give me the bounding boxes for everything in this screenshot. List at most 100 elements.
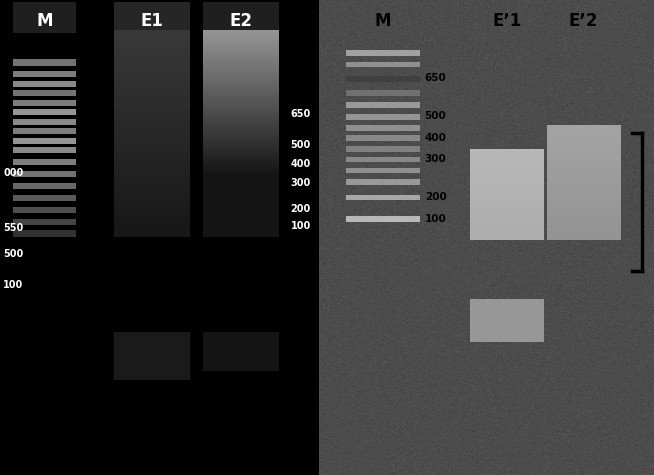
Bar [12, 207, 76, 213]
Bar [114, 193, 190, 198]
Bar [547, 129, 621, 134]
Bar [12, 195, 76, 201]
Bar [547, 175, 621, 180]
Text: M: M [36, 12, 53, 30]
Bar [203, 107, 279, 112]
Bar [203, 185, 279, 190]
Bar [114, 82, 190, 87]
Bar [203, 191, 279, 196]
Bar [470, 215, 543, 221]
Bar [547, 227, 621, 232]
Bar [203, 90, 279, 95]
Bar [547, 216, 621, 221]
Bar [203, 37, 279, 41]
Bar [346, 157, 420, 162]
Bar [114, 103, 190, 107]
Bar [114, 69, 190, 74]
Bar [114, 144, 190, 149]
Bar [470, 229, 543, 235]
Bar [470, 187, 543, 193]
Bar [114, 186, 190, 190]
Bar [203, 233, 279, 238]
Bar [203, 76, 279, 81]
Bar [547, 218, 621, 223]
Bar [114, 180, 190, 185]
Bar [203, 127, 279, 132]
Bar [203, 92, 279, 97]
Bar [547, 234, 621, 240]
Bar [346, 135, 420, 141]
Text: 200: 200 [424, 192, 447, 202]
Bar [114, 139, 190, 144]
Bar [12, 100, 76, 106]
Bar [203, 175, 279, 180]
Bar [470, 189, 543, 194]
Text: 000: 000 [3, 168, 24, 179]
Bar [203, 78, 279, 83]
Bar [470, 156, 543, 162]
Bar [547, 158, 621, 164]
Bar [346, 62, 420, 67]
Bar [114, 2, 190, 31]
Bar [547, 228, 621, 234]
Bar [114, 38, 190, 43]
Bar [470, 173, 543, 179]
Bar [547, 208, 621, 214]
Bar [470, 198, 543, 203]
Bar [203, 140, 279, 144]
Bar [12, 119, 76, 125]
Bar [203, 150, 279, 155]
Text: 400: 400 [424, 133, 447, 143]
Bar [203, 96, 279, 101]
Bar [203, 220, 279, 225]
Bar [114, 54, 190, 58]
Bar [470, 211, 543, 217]
Bar [547, 156, 621, 162]
Bar [547, 151, 621, 157]
Bar [547, 168, 621, 173]
Bar [547, 134, 621, 140]
Bar [203, 51, 279, 56]
Bar [114, 188, 190, 193]
Bar [114, 129, 190, 133]
Bar [114, 66, 190, 71]
Bar [114, 190, 190, 195]
Bar [203, 214, 279, 219]
Bar [12, 2, 76, 33]
Bar [203, 67, 279, 72]
Bar [470, 224, 543, 229]
Bar [114, 178, 190, 182]
Bar [114, 134, 190, 139]
Bar [114, 61, 190, 66]
Bar [547, 188, 621, 194]
Bar [12, 71, 76, 77]
Bar [114, 41, 190, 46]
Bar [203, 230, 279, 235]
Bar [470, 217, 543, 222]
Bar [12, 183, 76, 189]
Bar [114, 214, 190, 218]
Bar [12, 171, 76, 177]
Bar [114, 36, 190, 40]
Bar [114, 85, 190, 89]
Bar [547, 186, 621, 192]
Bar [203, 101, 279, 105]
Bar [547, 232, 621, 238]
Bar [547, 230, 621, 236]
Bar [203, 224, 279, 229]
Bar [470, 190, 543, 196]
Text: 500: 500 [290, 140, 311, 150]
Bar [203, 228, 279, 233]
Bar [114, 224, 190, 229]
Bar [203, 187, 279, 192]
Bar [470, 234, 543, 240]
Bar [203, 169, 279, 173]
Bar [470, 152, 543, 158]
Bar [203, 59, 279, 64]
Bar [547, 125, 621, 131]
Bar [203, 193, 279, 198]
Bar [203, 198, 279, 202]
Bar [547, 171, 621, 177]
Bar [203, 158, 279, 163]
Bar [114, 113, 190, 118]
